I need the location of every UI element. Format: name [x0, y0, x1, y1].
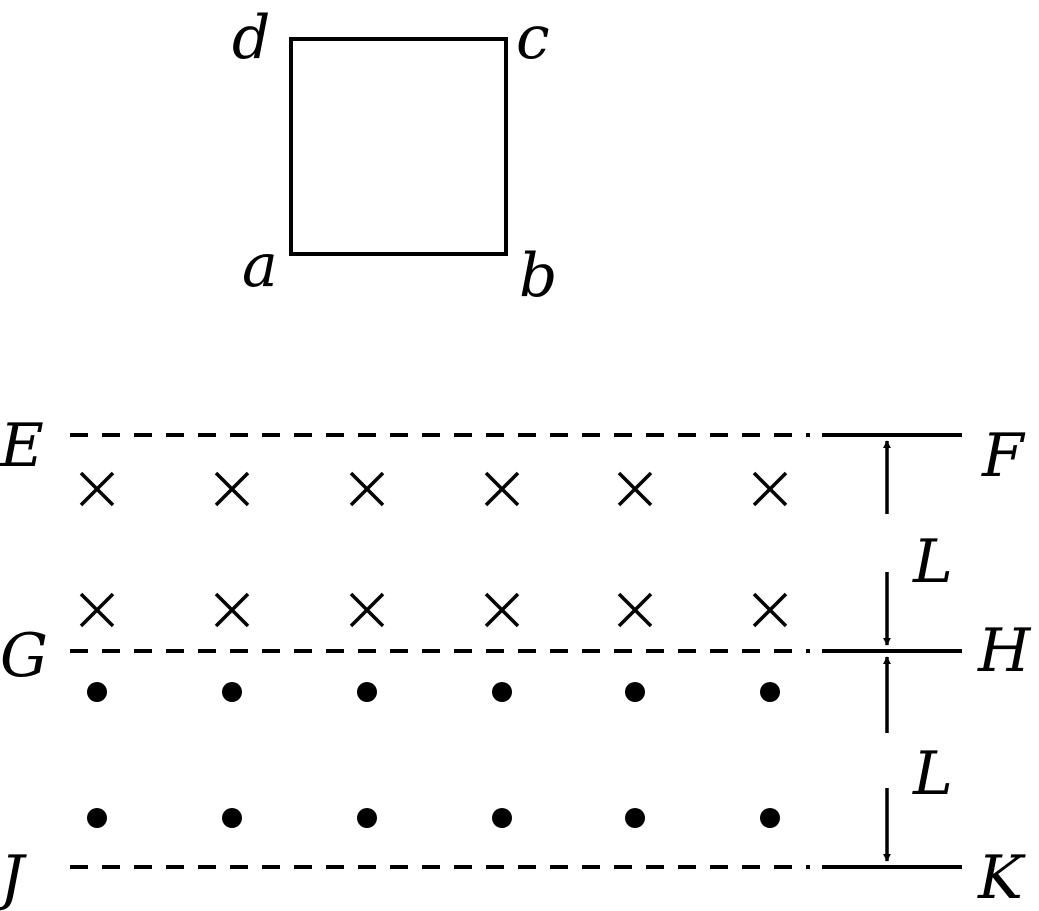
field-cross-stroke — [752, 592, 788, 628]
field-dot-symbol — [492, 682, 512, 702]
field-dot-symbol — [625, 682, 645, 702]
field-cross-symbol — [79, 592, 115, 628]
field-dot-symbol — [87, 682, 107, 702]
field-cross-stroke — [617, 471, 653, 507]
field-cross-symbol — [617, 471, 653, 507]
boundary-label-H: H — [977, 616, 1032, 686]
corner-label-a: a — [242, 231, 278, 301]
field-cross-stroke — [214, 471, 250, 507]
field-cross-symbol — [79, 471, 115, 507]
corner-label-b: b — [519, 241, 557, 311]
field-cross-stroke — [752, 471, 788, 507]
boundary-label-E: E — [0, 411, 44, 481]
boundary-label-K: K — [977, 843, 1026, 911]
boundary-GH: G H — [0, 616, 1032, 691]
field-dot-symbol — [357, 808, 377, 828]
width-label-lower: L — [912, 739, 953, 809]
field-cross-symbol — [214, 592, 250, 628]
boundary-label-G: G — [0, 621, 48, 691]
field-cross-symbol — [752, 471, 788, 507]
field-cross-stroke — [214, 592, 250, 628]
corner-label-d: d — [232, 3, 270, 73]
square-loop — [289, 37, 508, 256]
width-label-upper: L — [912, 527, 953, 597]
field-cross-stroke — [617, 592, 653, 628]
field-dot-symbol — [760, 808, 780, 828]
field-cross-symbol — [484, 471, 520, 507]
boundary-JK: J K — [0, 843, 1026, 911]
field-dot-symbol — [760, 682, 780, 702]
corner-label-c: c — [516, 3, 550, 73]
field-dot-symbol — [222, 808, 242, 828]
field-cross-stroke — [484, 471, 520, 507]
field-cross-symbol — [214, 471, 250, 507]
field-cross-stroke — [79, 592, 115, 628]
dimension-upper-region: L — [883, 440, 953, 646]
field-symbols — [79, 471, 788, 828]
field-cross-symbol — [349, 471, 385, 507]
field-cross-symbol — [349, 592, 385, 628]
field-cross-stroke — [484, 592, 520, 628]
field-cross-stroke — [349, 471, 385, 507]
field-dot-symbol — [625, 808, 645, 828]
field-cross-symbol — [617, 592, 653, 628]
field-dot-symbol — [222, 682, 242, 702]
boundary-label-F: F — [981, 421, 1026, 491]
boundary-EF: E F — [0, 411, 1026, 491]
field-cross-stroke — [349, 592, 385, 628]
field-dot-symbol — [87, 808, 107, 828]
dimension-lower-region: L — [883, 656, 953, 862]
field-dot-symbol — [492, 808, 512, 828]
field-cross-symbol — [752, 592, 788, 628]
boundary-label-J: J — [0, 843, 27, 911]
field-cross-stroke — [79, 471, 115, 507]
field-cross-symbol — [484, 592, 520, 628]
field-dot-symbol — [357, 682, 377, 702]
